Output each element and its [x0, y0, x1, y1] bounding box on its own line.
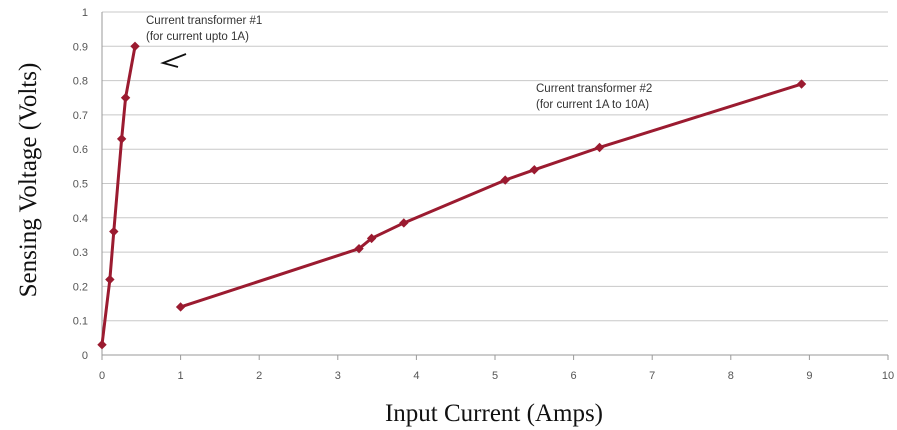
data-point: [796, 79, 807, 89]
data-point: [109, 226, 119, 237]
x-tick-label: 3: [335, 370, 341, 382]
data-point: [500, 175, 510, 185]
data-point: [120, 93, 131, 103]
y-tick-label: 0.5: [73, 179, 88, 191]
y-tick-label: 0.4: [73, 213, 88, 225]
data-point: [399, 218, 409, 228]
series-line-1: [100, 44, 137, 347]
y-tick-labels: 0 0.1 0.2 0.3 0.4 0.5 0.6 0.7 0.8 0.9 1: [73, 7, 88, 362]
data-point: [105, 274, 115, 285]
data-point: [97, 340, 107, 350]
y-tick-label: 0.1: [73, 316, 88, 328]
annotations: Current transformer #1 (for current upto …: [146, 15, 652, 111]
data-point: [130, 41, 140, 52]
y-tick-label: 0.9: [73, 41, 88, 53]
y-tick-label: 0.8: [73, 76, 88, 88]
series-line-2: [179, 82, 804, 309]
x-tick-label: 2: [256, 370, 262, 382]
y-tick-label: 0.3: [73, 247, 88, 259]
x-tick-label: 7: [649, 370, 655, 382]
y-tick-label: 0.2: [73, 281, 88, 293]
data-point: [116, 134, 127, 144]
annotation-text: (for current upto 1A): [146, 31, 249, 43]
x-tick-label: 4: [413, 370, 419, 382]
x-tick-label: 0: [99, 370, 105, 382]
data-point: [354, 243, 364, 254]
x-tick-label: 10: [882, 370, 894, 382]
annotation-text: Current transformer #2: [536, 83, 652, 95]
data-point: [366, 233, 377, 244]
annotation-text: Current transformer #1: [146, 15, 262, 27]
pointer-arrow: [160, 53, 187, 68]
x-tick-label: 1: [178, 370, 184, 382]
series-lines: [97, 41, 807, 350]
y-axis-title: Sensing Voltage (Volts): [15, 63, 42, 298]
data-point: [529, 165, 540, 175]
x-axis-title: Input Current (Amps): [385, 400, 603, 427]
data-point: [594, 142, 605, 153]
x-tick-label: 8: [728, 370, 734, 382]
y-tick-label: 0.7: [73, 110, 88, 122]
annotation-text: (for current 1A to 10A): [536, 99, 649, 111]
x-tick-label: 9: [806, 370, 812, 382]
y-tick-label: 0.6: [73, 144, 88, 156]
x-tick-labels: 0 1 2 3 4 5 6 7 8 9 10: [99, 370, 894, 382]
x-tick-label: 6: [571, 370, 577, 382]
y-tick-label: 0: [82, 350, 88, 362]
x-tick-label: 5: [492, 370, 498, 382]
y-tick-label: 1: [82, 7, 88, 19]
data-point: [175, 302, 186, 312]
